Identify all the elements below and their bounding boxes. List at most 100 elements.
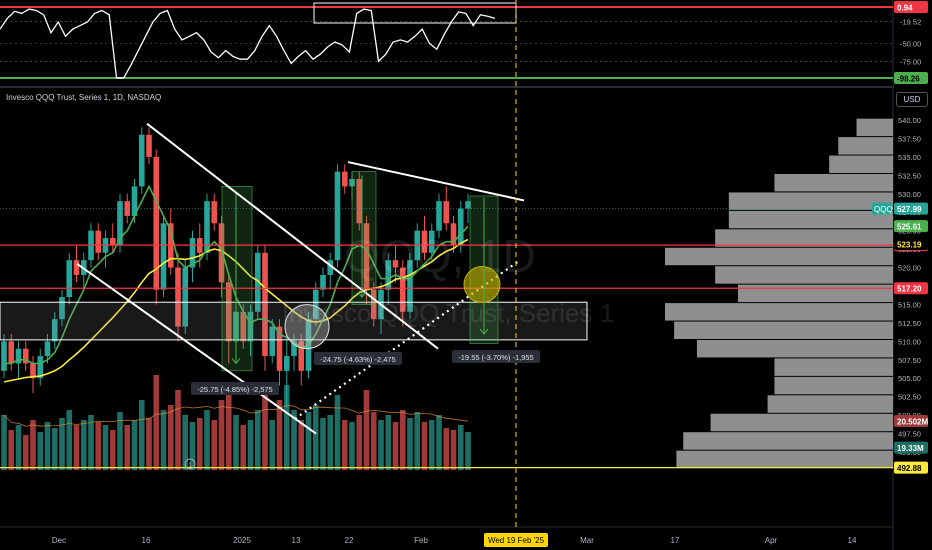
osc-upper-label: 0.94 [897, 4, 913, 13]
candle-body [428, 230, 435, 253]
currency-button[interactable]: USD [896, 92, 928, 107]
volume-profile-bar [767, 395, 893, 413]
oscillator-panel [0, 2, 893, 79]
volume-profile [665, 118, 893, 469]
price-tick-label: 540.00 [898, 116, 921, 125]
volume-bar [8, 430, 15, 470]
candle-body [457, 208, 464, 246]
candle-body [66, 260, 73, 298]
candle-body [131, 186, 138, 216]
candle-body [269, 326, 276, 357]
volume-profile-bar [676, 450, 893, 469]
time-tick-label: Dec [52, 536, 66, 545]
volume-bar [334, 395, 341, 470]
candle-body [399, 267, 406, 312]
volume-bar [254, 410, 261, 470]
candle-body [138, 134, 145, 187]
price-axis[interactable]: 540.00537.50535.00532.50530.00527.50525.… [872, 1, 928, 474]
candle-body [153, 156, 160, 290]
volume-profile-bar [665, 247, 893, 266]
watermark-name: Invesco QQQ Trust, Series 1 [282, 298, 614, 328]
osc-lower-label-bg [894, 72, 928, 84]
candle-body [276, 326, 283, 371]
time-axis[interactable]: Dec 16 2025 13 22 Feb Mar 17 Apr 14 Wed 19 Feb '25 [52, 533, 857, 547]
volume-bar [378, 420, 384, 470]
candle-body [327, 260, 334, 275]
measure-arrow-head [231, 358, 241, 365]
candle-body [95, 230, 102, 253]
volume-profile-bar [715, 229, 893, 247]
volume-bar [22, 435, 29, 470]
volume-bar [37, 432, 44, 470]
volume-profile-bar [674, 321, 893, 339]
volume-bar [102, 425, 109, 470]
volume-bar [196, 418, 203, 470]
volume-bar [117, 412, 123, 470]
volume-bar [88, 415, 94, 470]
candle-body [189, 238, 196, 268]
measure-zone-1 [221, 186, 253, 372]
volume-bar [182, 415, 189, 470]
downtrend-line-lower [76, 263, 317, 435]
volume-bar [320, 418, 326, 470]
volume-bar [218, 400, 225, 470]
volume-bar [298, 420, 305, 470]
volume-bar [291, 410, 297, 470]
volume-profile-bar [696, 339, 893, 358]
volume-profile-bar [829, 155, 893, 173]
volume-profile-bar [856, 118, 893, 137]
candle-body [341, 171, 348, 187]
volume-profile-bar [715, 266, 893, 284]
volume-bar [349, 422, 355, 470]
candle-body [44, 341, 51, 357]
time-tick-label: 2025 [233, 536, 251, 545]
volume-bar [59, 418, 65, 470]
price-tick-label: 515.00 [898, 300, 921, 309]
price-tick-label: 507.50 [898, 356, 921, 365]
osc-tick-label: -75.00 [900, 57, 921, 66]
volume-bar [283, 385, 290, 470]
last-price-label: 527.99 [897, 205, 922, 214]
candle-body [211, 201, 218, 224]
volume-bar [15, 425, 22, 470]
candle-body [8, 341, 15, 364]
candle-body [22, 348, 29, 364]
candle-body [262, 252, 268, 357]
measure-label-box [314, 352, 402, 365]
volume-bar [363, 390, 370, 470]
candle-body [450, 223, 457, 246]
time-tick-label: 16 [142, 536, 151, 545]
volume-bar [211, 420, 218, 470]
last-price-label-bg [894, 202, 928, 215]
volume-bar [233, 415, 239, 470]
watermark-symbol: QQQ, 1D [344, 230, 536, 282]
candle-body [247, 311, 254, 342]
downtrend-line-upper [146, 122, 439, 350]
ma-slow-price-label: 523.19 [897, 241, 922, 250]
volume-bar [1, 415, 7, 470]
volume-profile-bar [665, 303, 893, 321]
price-tick-label: 505.00 [898, 374, 921, 383]
volume-bar [167, 405, 174, 470]
time-tick-label: Feb [414, 536, 428, 545]
volume-bar [385, 415, 392, 470]
volume-bar [124, 425, 131, 470]
volume-bar [305, 412, 312, 470]
candle-body [356, 179, 363, 224]
candle-body [421, 230, 428, 253]
candle-body [51, 319, 58, 342]
volume-bar [44, 422, 51, 470]
volume-bar [450, 430, 457, 470]
volume-bar [414, 412, 421, 470]
ma-fast-price-label: 525.61 [897, 223, 922, 232]
candle-body [204, 201, 210, 253]
candle-body [182, 267, 189, 327]
drawings: QQQ, 1D Invesco QQQ Trust, Series 1 -25.75… [0, 0, 893, 527]
volume-bar [436, 415, 442, 470]
volume-bar [189, 422, 196, 470]
volume-profile-bar [774, 358, 893, 376]
candle-body [124, 201, 131, 216]
volume-bar [327, 415, 334, 470]
candle-body [218, 223, 225, 283]
